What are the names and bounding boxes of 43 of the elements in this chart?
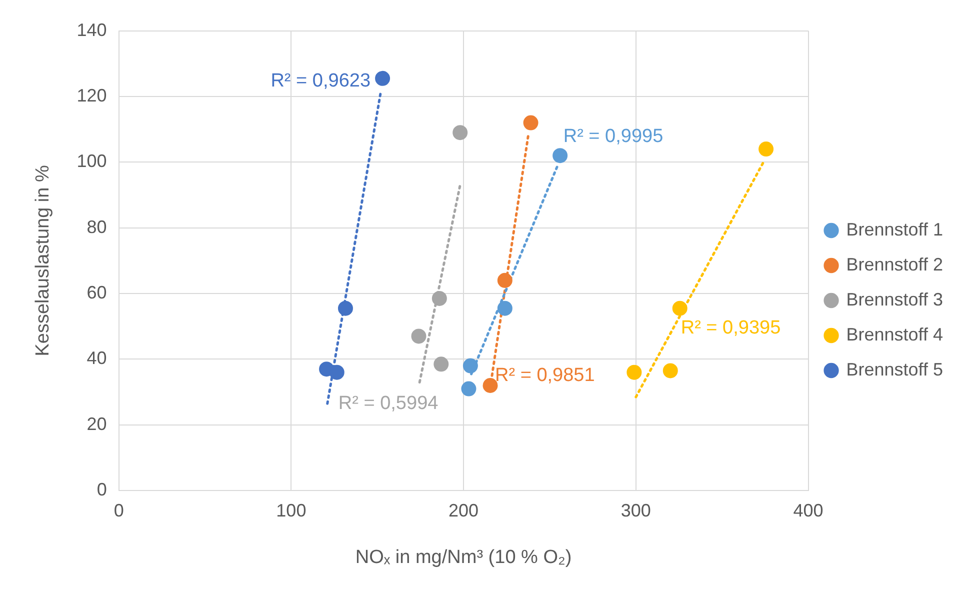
point [523,115,538,130]
point [758,142,774,157]
x-axis-title: NOₓ in mg/Nm³ (10 % O₂) [355,546,572,568]
x-tick-label: 300 [620,500,651,520]
point [411,328,426,344]
x-tick-label: 100 [276,500,306,520]
point [432,290,447,306]
point [462,358,478,374]
annotation: R² = 0,9623 [270,70,371,92]
point [461,381,476,396]
point [329,364,344,380]
x-tick-label: 0 [114,500,124,520]
point [482,378,498,394]
y-tick-label: 100 [76,151,107,172]
point [338,300,353,316]
legend-label: Brennstoff 5 [846,359,943,380]
x-tick-label: 400 [793,500,824,520]
point [552,148,568,164]
y-tick-label: 60 [86,282,107,303]
point [672,300,688,316]
legend-label: Brennstoff 3 [846,289,943,310]
y-axis-title: Kesselauslastung in % [32,165,54,356]
legend-label: Brennstoff 1 [846,219,943,240]
annotation: R² = 0,9995 [563,126,664,148]
point [497,272,512,288]
point [662,363,678,378]
legend-label: Brennstoff 2 [846,254,943,274]
legend-label: Brennstoff 4 [846,324,943,344]
annotation: R² = 0,5994 [338,392,439,414]
point [375,70,390,86]
y-tick-label: 80 [86,216,107,237]
point [497,300,512,316]
point [452,125,468,140]
y-tick-label: 0 [96,480,107,500]
y-tick-label: 120 [76,85,107,106]
y-tick-label: 40 [86,348,107,368]
y-tick-label: 20 [86,414,107,434]
y-tick-label: 140 [76,20,107,40]
annotation: R² = 0,9851 [494,364,595,386]
point [434,356,449,372]
annotation: R² = 0,9395 [680,318,781,339]
point [626,364,642,380]
x-tick-label: 200 [448,500,479,520]
